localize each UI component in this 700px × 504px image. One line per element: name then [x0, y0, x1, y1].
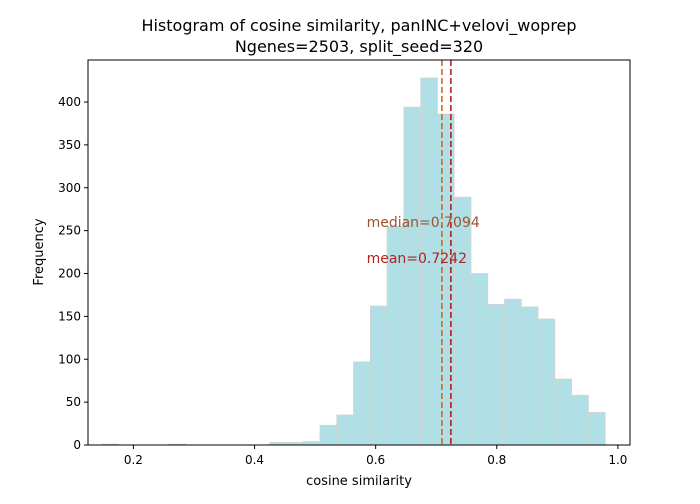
y-tick-label: 200: [58, 267, 81, 281]
x-axis-label: cosine similarity: [306, 474, 412, 489]
plot-frame: [87, 59, 631, 446]
histogram-bar: [353, 361, 371, 446]
reference-lines: [441, 60, 452, 445]
histogram-bars: [101, 77, 606, 446]
y-tick-label: 0: [73, 438, 81, 452]
histogram-bar: [403, 106, 422, 446]
chart-subtitle: Ngenes=2503, split_seed=320: [235, 37, 483, 57]
median-label: median=0.7094: [367, 215, 480, 231]
y-tick-label: 300: [58, 181, 81, 195]
mean-label: mean=0.7242: [367, 251, 467, 267]
histogram-bar: [369, 305, 388, 446]
y-tick-label: 150: [58, 309, 81, 323]
y-tick-label: 50: [66, 395, 81, 409]
histogram-bar: [319, 424, 338, 446]
x-axis-ticks: 0.2 0.4 0.6 0.8 1.0: [124, 445, 627, 467]
x-tick-label: 0.2: [124, 453, 143, 467]
histogram-bar: [453, 196, 472, 446]
histogram-bar: [302, 441, 321, 446]
histogram-bar: [487, 303, 505, 446]
y-tick-label: 100: [58, 352, 81, 366]
histogram-bar: [437, 113, 455, 446]
x-tick-label: 0.4: [245, 453, 264, 467]
x-tick-label: 0.6: [366, 453, 385, 467]
histogram-bar: [571, 394, 589, 446]
y-tick-label: 400: [58, 95, 81, 109]
histogram-bar: [336, 414, 354, 446]
y-axis-label: Frequency: [32, 218, 47, 285]
y-tick-label: 250: [58, 224, 81, 238]
chart-title: Histogram of cosine similarity, panINC+v…: [141, 16, 576, 36]
histogram-bar: [554, 378, 573, 446]
histogram-bar: [504, 298, 522, 446]
x-tick-label: 0.8: [487, 453, 506, 467]
histogram-bar: [520, 306, 539, 446]
y-tick-label: 350: [58, 138, 81, 152]
x-tick-label: 1.0: [608, 453, 627, 467]
histogram-bar: [470, 273, 489, 446]
histogram-bar: [587, 412, 606, 446]
histogram-bar: [537, 318, 556, 446]
reference-labels: median=0.7094 mean=0.7242: [367, 215, 480, 267]
y-axis-ticks: 0 50 100 150 200 250 300 350 400: [58, 95, 88, 452]
